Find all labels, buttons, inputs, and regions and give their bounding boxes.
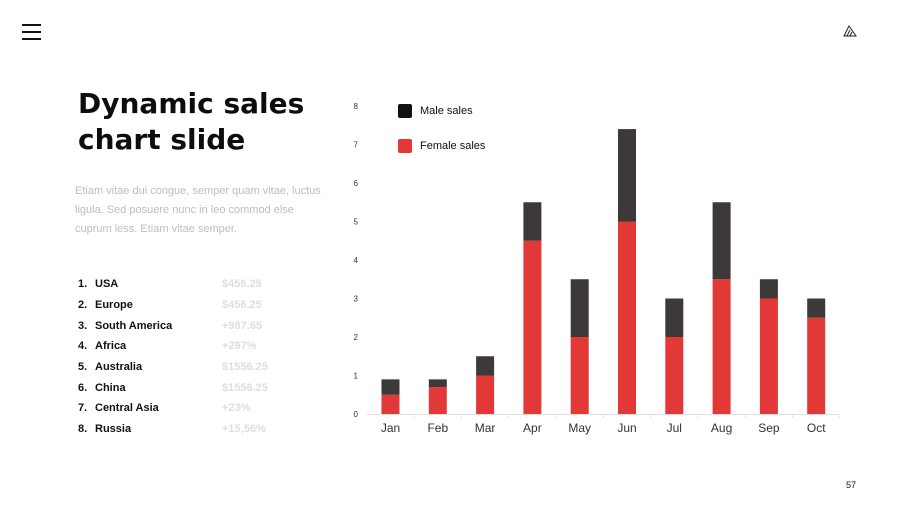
- ranking-number: 8.: [78, 423, 88, 436]
- x-tick-label: May: [568, 421, 591, 435]
- x-tick-label: Mar: [475, 421, 496, 435]
- ranking-value: +23%: [222, 402, 251, 415]
- ranking-country: USA: [95, 278, 119, 291]
- bar-male-apr: [523, 202, 542, 241]
- sales-bar-chart: 0 1 2 3 4 5 6 7 8 Jan Feb Mar Apr May Jun Jul Aug Sep Oct: [354, 102, 841, 435]
- bar-female-mar: [476, 375, 495, 414]
- ranking-item: 6. China $1556.25: [78, 377, 318, 398]
- ranking-value: +15,56%: [222, 423, 266, 436]
- y-tick-label: 4: [354, 256, 359, 265]
- ranking-item: 7. Central Asia +23%: [78, 398, 318, 419]
- ranking-item: 1. USA $456.25: [78, 274, 318, 295]
- bar-female-feb: [428, 387, 447, 414]
- hamburger-menu-icon[interactable]: [22, 24, 41, 40]
- logo-mark-icon: [843, 25, 857, 37]
- x-tick-label: Sep: [758, 421, 780, 435]
- bar-male-aug: [712, 202, 731, 280]
- bar-male-jul: [665, 298, 684, 337]
- legend-swatch-male: [398, 103, 412, 118]
- y-tick-label: 3: [354, 295, 359, 304]
- legend-label-female: Female sales: [420, 139, 486, 152]
- ranking-country: South America: [95, 319, 173, 332]
- x-tick-label: Jun: [617, 421, 636, 435]
- bar-male-mar: [476, 356, 495, 376]
- x-tick-label: Oct: [807, 421, 826, 435]
- page-number: 57: [846, 480, 857, 490]
- y-tick-label: 0: [354, 410, 359, 419]
- ranking-country: Europe: [95, 299, 133, 312]
- bar-female-jun: [618, 221, 636, 414]
- ranking-number: 5.: [78, 361, 88, 374]
- bar-male-jan: [381, 379, 400, 395]
- x-tick-label: Jan: [381, 421, 400, 435]
- ranking-country: China: [95, 381, 126, 394]
- ranking-value: +297%: [222, 340, 257, 353]
- bar-female-oct: [807, 317, 826, 414]
- x-tick-label: Feb: [427, 421, 448, 435]
- legend-label-male: Male sales: [420, 104, 473, 117]
- x-tick-label: Jul: [667, 421, 682, 435]
- ranking-item: 3. South America +987.65: [78, 315, 318, 336]
- x-tick-label: Apr: [523, 421, 542, 435]
- ranking-value: $1556.25: [222, 361, 268, 374]
- ranking-value: $456.25: [222, 299, 262, 312]
- ranking-country: Russia: [95, 423, 132, 436]
- ranking-number: 1.: [78, 278, 88, 291]
- chart-legend: Male sales Female sales: [398, 103, 485, 173]
- ranking-number: 7.: [78, 402, 88, 415]
- ranking-item: 2. Europe $456.25: [78, 295, 318, 316]
- bar-female-aug: [712, 279, 731, 414]
- legend-swatch-female: [398, 138, 412, 153]
- legend-item-male: Male sales: [398, 103, 485, 118]
- bar-female-may: [570, 337, 589, 414]
- ranking-number: 3.: [78, 319, 88, 332]
- ranking-number: 2.: [78, 299, 88, 312]
- ranking-country: Australia: [95, 361, 143, 374]
- y-tick-label: 5: [354, 218, 359, 227]
- bar-male-sep: [759, 279, 778, 299]
- bar-male-may: [570, 279, 589, 337]
- ranking-item: 8. Russia +15,56%: [78, 419, 318, 440]
- ranking-item: 4. Africa +297%: [78, 336, 318, 357]
- bar-male-oct: [807, 298, 826, 318]
- bar-male-jun: [618, 129, 636, 222]
- ranking-list: 1. USA $456.25 2. Europe $456.25 3. South Ame…: [78, 274, 318, 440]
- x-tick-label: Aug: [711, 421, 732, 435]
- bar-female-jul: [665, 337, 684, 414]
- slide-title: Dynamic sales chart slide: [78, 87, 305, 156]
- ranking-country: Africa: [95, 340, 127, 353]
- ranking-value: $1556.25: [222, 381, 268, 394]
- y-tick-label: 2: [354, 333, 359, 342]
- bar-male-feb: [428, 379, 447, 388]
- legend-item-female: Female sales: [398, 138, 485, 153]
- ranking-number: 6.: [78, 381, 88, 394]
- ranking-item: 5. Australia $1556.25: [78, 357, 318, 378]
- ranking-value: $456.25: [222, 278, 262, 291]
- bar-female-jan: [381, 394, 400, 414]
- bar-female-apr: [523, 240, 542, 414]
- y-tick-label: 7: [354, 141, 359, 150]
- ranking-number: 4.: [78, 340, 88, 353]
- y-tick-label: 8: [354, 102, 359, 111]
- y-tick-label: 1: [354, 372, 359, 381]
- ranking-value: +987.65: [222, 319, 263, 332]
- ranking-country: Central Asia: [95, 402, 159, 415]
- bar-female-sep: [759, 298, 778, 414]
- y-tick-label: 6: [354, 179, 359, 188]
- slide-description: Etiam vitae dui congue, semper quam vita…: [75, 185, 321, 235]
